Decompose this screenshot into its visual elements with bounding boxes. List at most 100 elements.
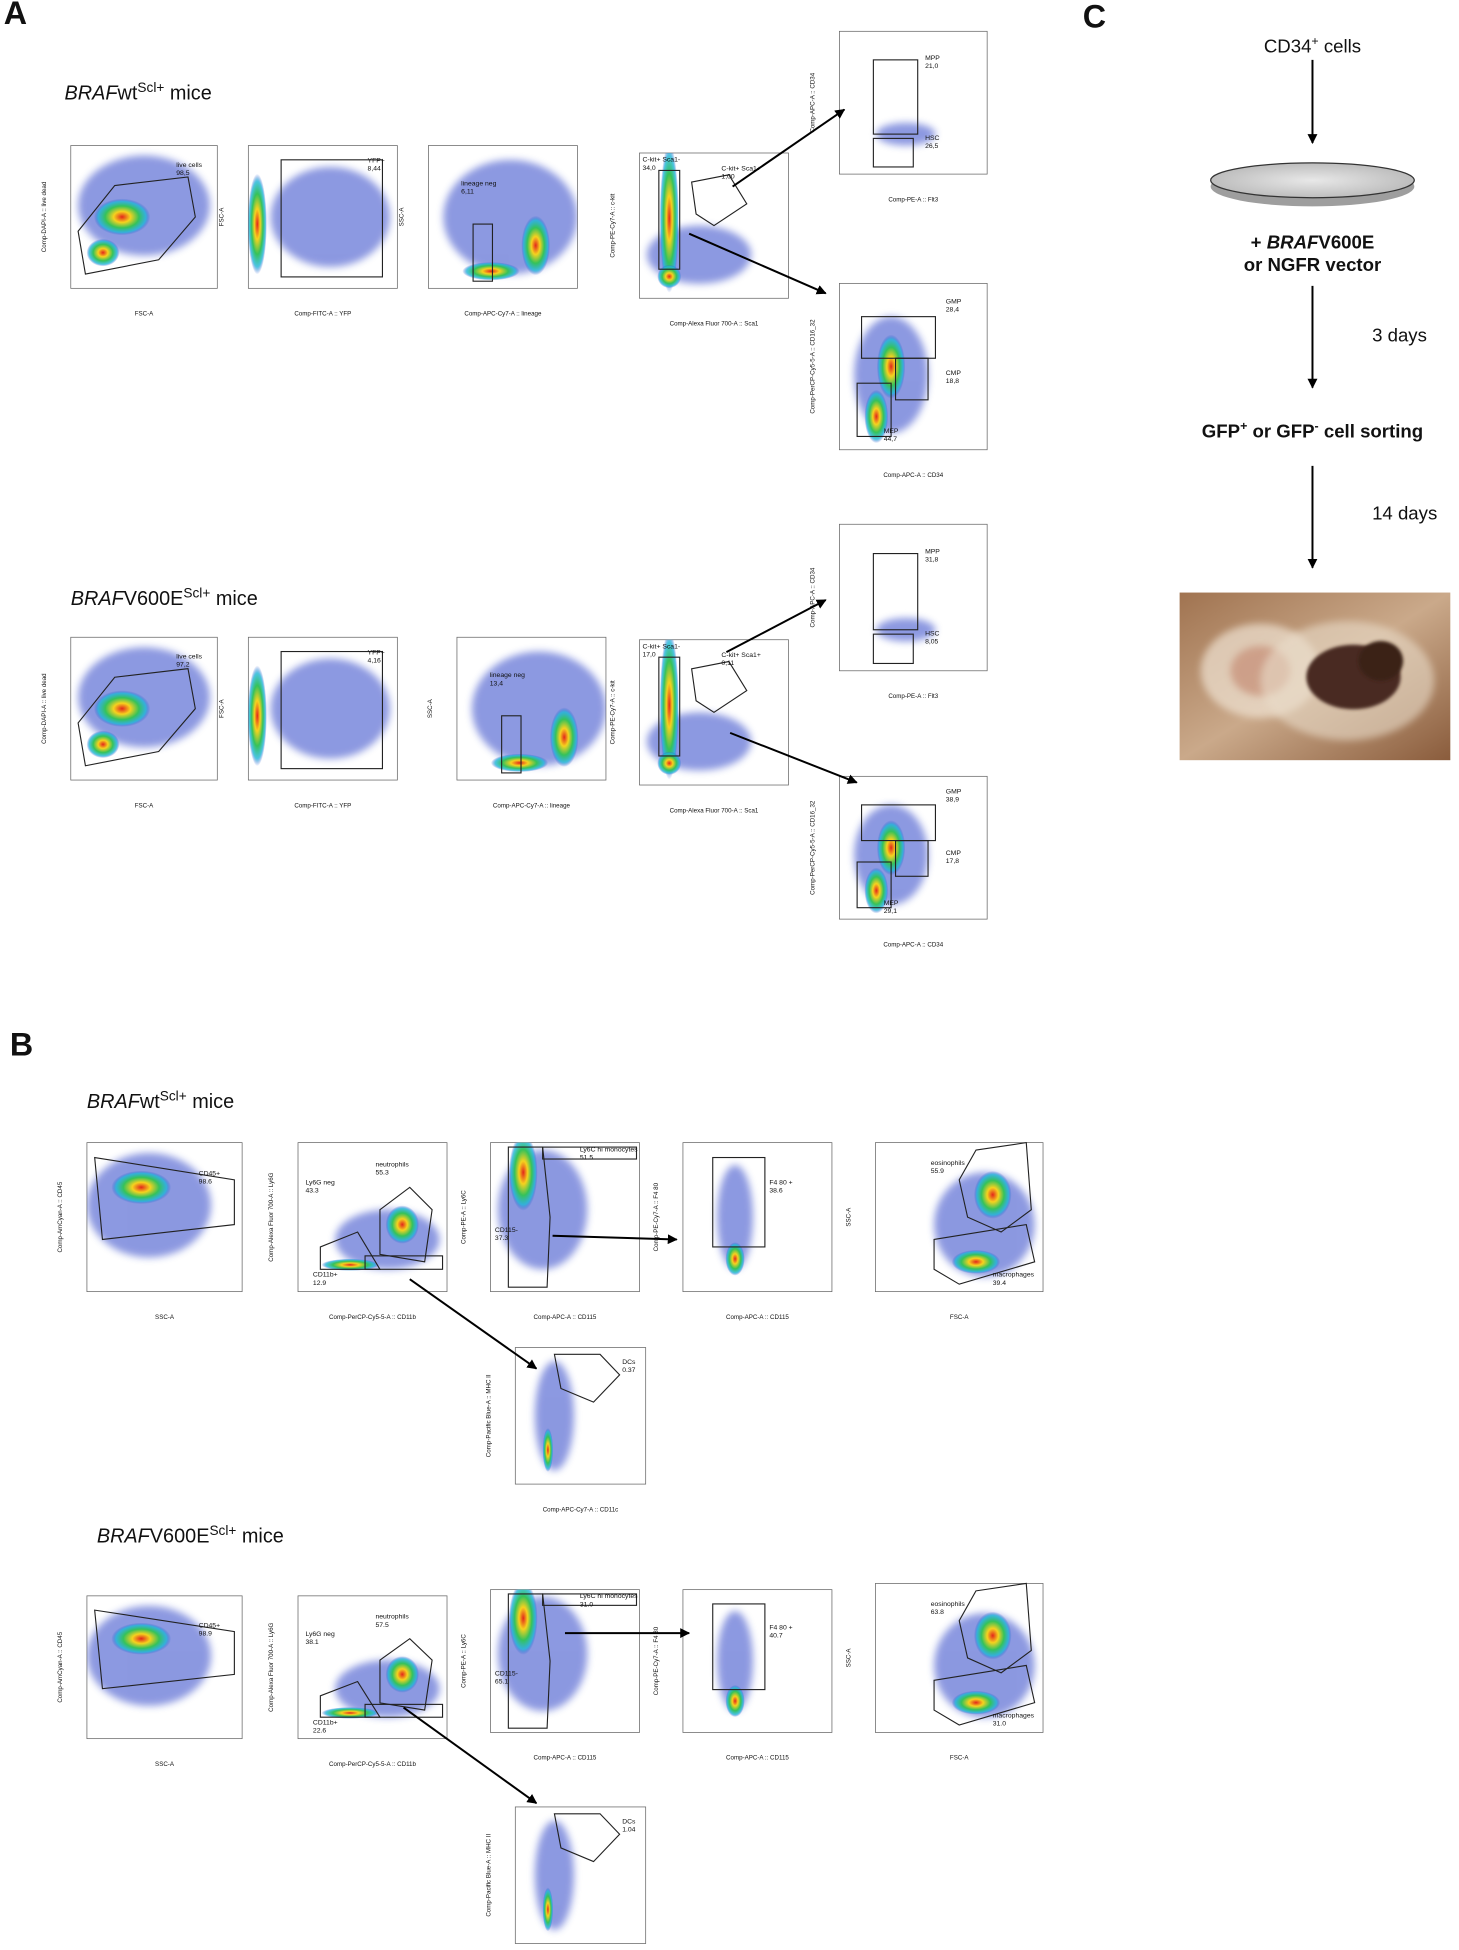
gate-value: 31,8 bbox=[925, 557, 938, 564]
x-axis-label: Comp-FITC-A :: YFP bbox=[294, 802, 351, 809]
density bbox=[321, 1205, 440, 1271]
x-axis-label: Comp-APC-A :: CD115 bbox=[726, 1755, 789, 1762]
gate-value: 18,8 bbox=[946, 378, 959, 385]
y-axis-label: Comp-PE-Cy7-A :: F4 80 bbox=[653, 1182, 660, 1251]
cell-hotspot bbox=[876, 334, 906, 399]
gate bbox=[77, 176, 196, 275]
gate-value: 31.0 bbox=[993, 1721, 1006, 1728]
gate-name: lineage neg bbox=[461, 181, 496, 188]
group-title: BRAFwtScl+ mice bbox=[65, 80, 212, 104]
gate-value: 8,44 bbox=[368, 166, 381, 173]
cell-cloud bbox=[443, 159, 578, 275]
cell-hotspot bbox=[462, 262, 520, 281]
gate-value: 22.6 bbox=[313, 1727, 326, 1734]
x-axis-label: FSC-A bbox=[950, 1755, 969, 1762]
y-axis-label: SSC-A bbox=[846, 1207, 853, 1227]
y-axis-label: Comp-PE-A :: Ly6C bbox=[461, 1634, 468, 1688]
gate-value: 13,4 bbox=[490, 680, 503, 687]
gate bbox=[542, 1146, 638, 1160]
y-axis-label: Comp-PE-Cy7-A :: c-kit bbox=[610, 680, 617, 744]
gate bbox=[379, 1637, 433, 1711]
cell-cloud bbox=[86, 1605, 212, 1706]
flow-plot: C-kit+ Sca1-34,0 C-kit+ Sca1+1,00 Comp-Ale… bbox=[610, 152, 789, 328]
plot-frame bbox=[682, 1589, 833, 1733]
gate-value: 39.4 bbox=[993, 1280, 1006, 1287]
arrow bbox=[725, 599, 827, 654]
gate bbox=[364, 1255, 444, 1270]
gate-name: macrophages bbox=[993, 1272, 1035, 1279]
gate-value: 97,2 bbox=[176, 662, 189, 669]
gate bbox=[958, 1582, 1032, 1674]
step-treatment-alt: or NGFR vector bbox=[1244, 254, 1382, 275]
gate-name: C-kit+ Sca1- bbox=[642, 643, 680, 650]
y-axis-label: SSC-A bbox=[427, 698, 434, 718]
x-axis-label: Comp-APC-A :: CD34 bbox=[883, 941, 943, 948]
x-axis-label: Comp-PerCP-Cy5-5-A :: CD11b bbox=[329, 1314, 416, 1321]
gate bbox=[658, 656, 681, 757]
cell-cloud bbox=[534, 1361, 574, 1471]
text: + bbox=[1251, 232, 1267, 253]
gate-value: 0,11 bbox=[721, 660, 734, 667]
gate-name: MEP bbox=[884, 428, 899, 435]
y-axis-label: Comp-PE-Cy7-A :: F4 80 bbox=[653, 1626, 660, 1695]
gate bbox=[553, 1813, 621, 1863]
gate-name: YFP+ bbox=[368, 649, 385, 656]
gene: BRAF bbox=[87, 1091, 142, 1113]
y-axis-label: Comp-Alexa Fluor 700-A :: Ly6G bbox=[268, 1622, 275, 1711]
cell-hotspot bbox=[864, 867, 889, 914]
y-axis-label: SSC-A bbox=[846, 1648, 853, 1668]
x-axis-label: Comp-APC-Cy7-A :: CD11c bbox=[543, 1506, 619, 1513]
step-start: CD34+ cells bbox=[1264, 34, 1361, 56]
gate bbox=[712, 1603, 766, 1691]
superscript: + bbox=[1240, 419, 1247, 433]
gate-name: CD45+ bbox=[199, 1622, 220, 1629]
y-axis-label: Comp-PerCP-Cy5-5-A :: CD16_32 bbox=[810, 800, 817, 895]
gate bbox=[379, 1186, 433, 1263]
gate bbox=[472, 223, 494, 282]
gate bbox=[364, 1703, 444, 1718]
dish bbox=[1210, 162, 1415, 199]
cell-hotspot bbox=[542, 1428, 554, 1472]
gate-value: 37.3 bbox=[495, 1235, 508, 1242]
arrow bbox=[688, 232, 827, 295]
gate-value: 63.8 bbox=[931, 1609, 944, 1616]
gate bbox=[933, 1223, 1036, 1285]
gate-name: live cells bbox=[176, 162, 202, 169]
arrow bbox=[729, 731, 858, 784]
x-axis-label: Comp-Alexa Fluor 700-A :: Sca1 bbox=[670, 321, 759, 328]
gate-value: 0.37 bbox=[622, 1367, 635, 1374]
y-axis-label: Comp-PerCP-Cy5-5-A :: CD16_32 bbox=[810, 319, 817, 414]
x-axis-label: FSC-A bbox=[950, 1314, 969, 1321]
cell-hotspot bbox=[542, 1887, 554, 1932]
cell-cloud bbox=[270, 166, 390, 267]
variant: wt bbox=[139, 1091, 160, 1113]
group-title: BRAFV600EScl+ mice bbox=[71, 586, 258, 610]
colony bbox=[1358, 640, 1404, 681]
superscript: Scl+ bbox=[137, 80, 164, 95]
gate-name: CMP bbox=[946, 370, 962, 377]
gate-value: 1,00 bbox=[721, 173, 734, 180]
gate bbox=[691, 174, 748, 227]
y-axis-label: Comp-AmCyan-A :: CD45 bbox=[57, 1631, 64, 1702]
variant: V600E bbox=[124, 588, 184, 610]
group-title: BRAFV600EScl+ mice bbox=[97, 1523, 284, 1547]
density bbox=[717, 1164, 753, 1276]
gene: BRAF bbox=[97, 1525, 152, 1547]
density bbox=[248, 166, 390, 275]
x-axis-label: Comp-Alexa Fluor 700-A :: Sca1 bbox=[670, 807, 759, 814]
x-axis-label: Comp-APC-A :: CD115 bbox=[534, 1755, 597, 1762]
cell-cloud bbox=[471, 651, 606, 766]
density bbox=[78, 155, 210, 267]
density bbox=[854, 316, 929, 444]
panel-letter: C bbox=[1083, 0, 1106, 35]
gate-name: macrophages bbox=[993, 1713, 1035, 1720]
gate-name: MPP bbox=[925, 549, 940, 556]
title-rest: mice bbox=[210, 588, 257, 610]
